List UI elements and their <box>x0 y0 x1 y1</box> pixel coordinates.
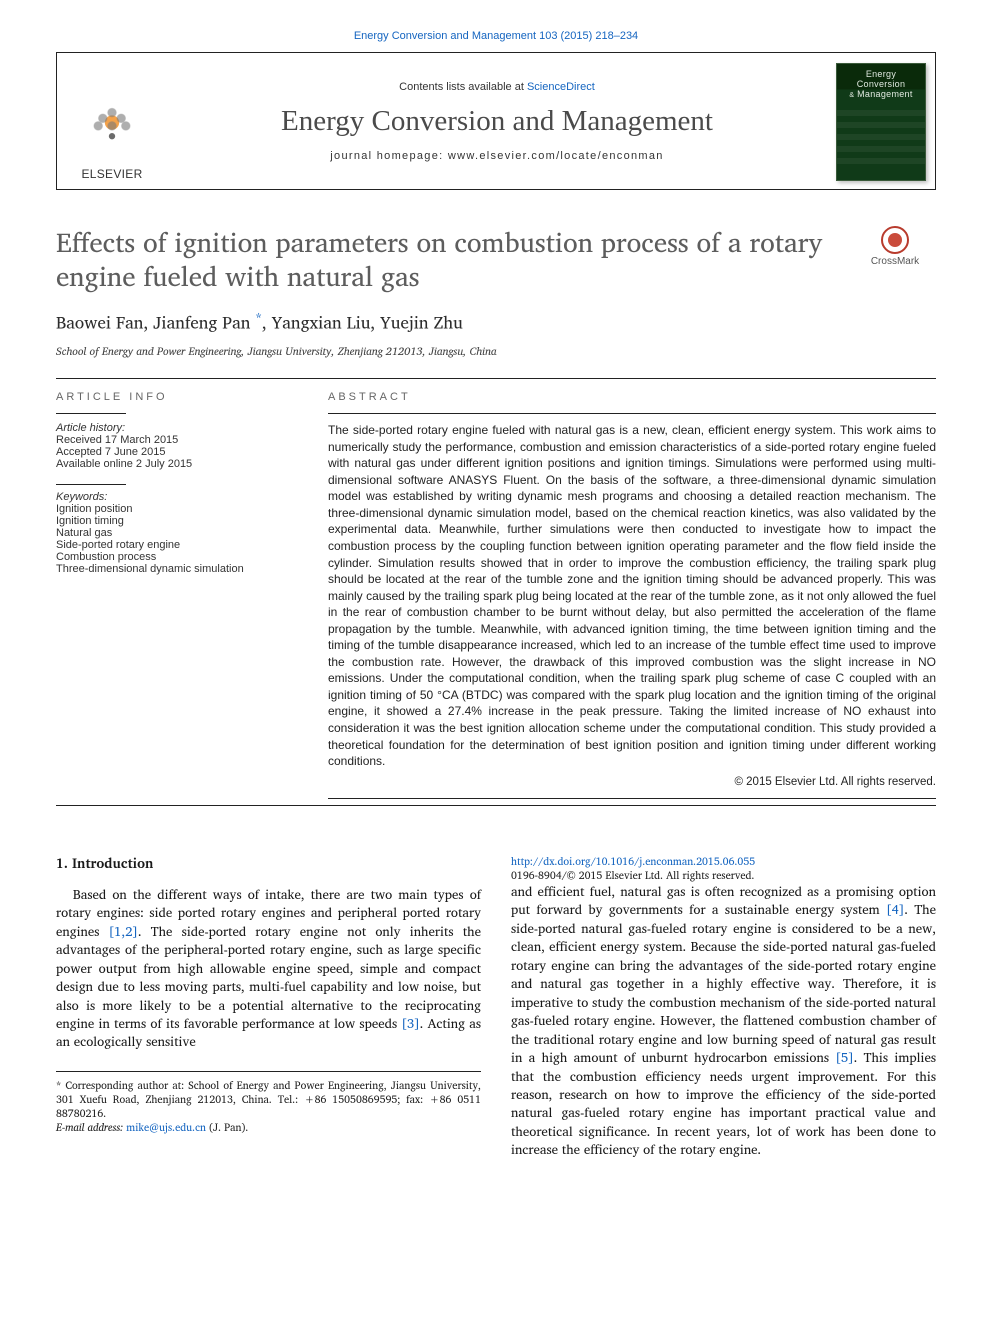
citation-link[interactable]: Energy Conversion and Management 103 (20… <box>354 30 638 42</box>
meta-abstract-row: ARTICLE INFO Article history: Received 1… <box>56 391 936 798</box>
journal-cover-thumb: Energy Conversion & Management <box>836 63 926 181</box>
rule-short <box>56 484 126 485</box>
running-citation: Energy Conversion and Management 103 (20… <box>56 30 936 42</box>
keyword: Ignition timing <box>56 515 292 527</box>
cover-stripe <box>837 146 925 152</box>
crossmark-widget[interactable]: CrossMark <box>854 226 936 267</box>
cover-stripe <box>837 134 925 140</box>
homepage-url[interactable]: www.elsevier.com/locate/enconman <box>448 150 664 162</box>
keyword: Combustion process <box>56 551 292 563</box>
author-name: , Yangxian Liu, Yuejin Zhu <box>262 309 463 336</box>
body-paragraph: and efficient fuel, natural gas is often… <box>511 882 936 1159</box>
email-link[interactable]: mike@ujs.edu.cn <box>126 1118 206 1136</box>
article-info-column: ARTICLE INFO Article history: Received 1… <box>56 391 292 798</box>
masthead-center: Contents lists available at ScienceDirec… <box>167 53 827 189</box>
history-online: Available online 2 July 2015 <box>56 458 292 470</box>
body-text: and efficient fuel, natural gas is often… <box>511 880 936 920</box>
page-root: Energy Conversion and Management 103 (20… <box>0 0 992 1199</box>
contents-line: Contents lists available at ScienceDirec… <box>175 81 819 93</box>
authors-line: Baowei Fan, Jianfeng Pan *, Yangxian Liu… <box>56 306 936 337</box>
cover-title: Energy Conversion & Management <box>837 70 925 100</box>
history-accepted: Accepted 7 June 2015 <box>56 446 292 458</box>
doi-block: http://dx.doi.org/10.1016/j.enconman.201… <box>511 854 936 882</box>
cover-stripe <box>837 110 925 116</box>
author-name: Baowei Fan, Jianfeng Pan <box>56 309 250 336</box>
body-text: . The side-ported natural gas-fueled rot… <box>511 898 936 1068</box>
keyword: Ignition position <box>56 503 292 515</box>
rule <box>56 378 936 379</box>
contents-prefix: Contents lists available at <box>399 81 527 93</box>
elsevier-tree-icon <box>81 99 143 161</box>
publisher-wordmark: ELSEVIER <box>81 167 142 181</box>
homepage-line: journal homepage: www.elsevier.com/locat… <box>175 150 819 162</box>
keyword: Side-ported rotary engine <box>56 539 292 551</box>
crossmark-icon <box>881 226 909 254</box>
email-label: E-mail address: <box>56 1118 126 1136</box>
email-who: (J. Pan). <box>206 1118 248 1136</box>
keyword: Three-dimensional dynamic simulation <box>56 563 292 575</box>
abstract-text: The side-ported rotary engine fueled wit… <box>328 422 936 769</box>
title-row: Effects of ignition parameters on combus… <box>56 226 936 294</box>
journal-name: Energy Conversion and Management <box>175 105 819 138</box>
paper-title: Effects of ignition parameters on combus… <box>56 226 840 294</box>
cover-amp: & <box>849 92 854 99</box>
cover-t2: Conversion <box>857 79 906 89</box>
abstract-column: ABSTRACT The side-ported rotary engine f… <box>328 391 936 798</box>
rule <box>328 798 936 799</box>
rule <box>56 805 936 806</box>
keywords-label: Keywords: <box>56 491 292 503</box>
masthead-cover-slot: Energy Conversion & Management <box>827 53 935 189</box>
citation-ref[interactable]: [3] <box>401 1012 419 1034</box>
footnote-text: Corresponding author at: School of Energ… <box>56 1076 481 1122</box>
cover-t1: Energy <box>866 69 896 79</box>
rule <box>328 413 936 414</box>
intro-block: 1. Introduction Based on the different w… <box>56 854 481 1051</box>
section-heading: 1. Introduction <box>56 854 481 873</box>
history-label: Article history: <box>56 422 292 434</box>
crossmark-label: CrossMark <box>854 256 936 267</box>
cover-t3: Management <box>857 89 913 99</box>
affiliation: School of Energy and Power Engineering, … <box>56 342 936 360</box>
crossmark-dot <box>888 233 902 247</box>
body-paragraph: Based on the different ways of intake, t… <box>56 885 481 1051</box>
masthead: ELSEVIER Contents lists available at Sci… <box>56 52 936 190</box>
history-received: Received 17 March 2015 <box>56 434 292 446</box>
keyword: Natural gas <box>56 527 292 539</box>
abstract-heading: ABSTRACT <box>328 391 936 403</box>
rule-short <box>56 413 126 414</box>
sciencedirect-link[interactable]: ScienceDirect <box>527 81 595 93</box>
cover-stripe <box>837 122 925 128</box>
author-footnote: * Corresponding author at: School of Ene… <box>56 1071 481 1135</box>
publisher-block: ELSEVIER <box>57 53 167 189</box>
cover-stripe <box>837 158 925 164</box>
body-two-column: 1. Introduction Based on the different w… <box>56 854 936 1159</box>
homepage-label: journal homepage: <box>330 150 448 162</box>
article-info-heading: ARTICLE INFO <box>56 391 292 403</box>
abstract-copyright: © 2015 Elsevier Ltd. All rights reserved… <box>328 776 936 788</box>
